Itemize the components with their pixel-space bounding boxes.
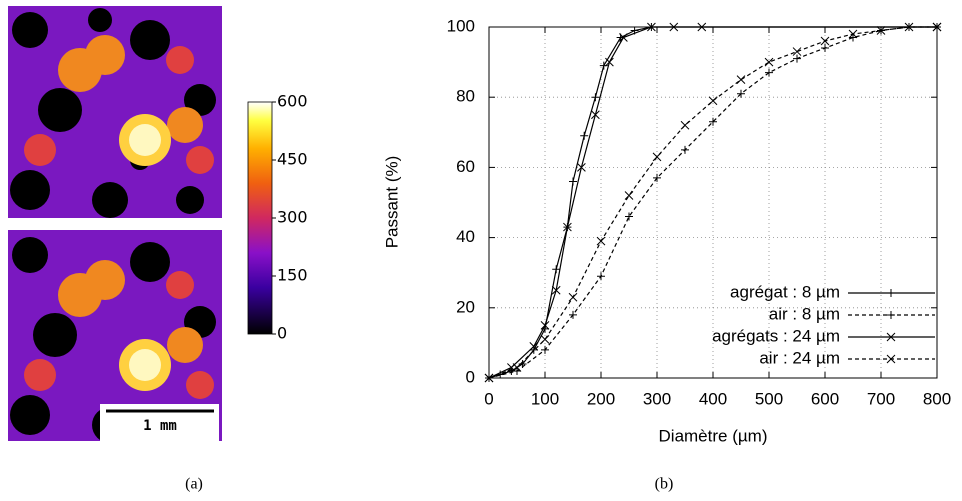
colorbar-tick-label: 0 [277,324,287,343]
image-top [8,6,222,218]
marker [764,57,774,67]
marker [512,363,522,372]
marker [605,57,614,67]
marker [792,47,802,56]
colorbar-tick-label: 300 [277,208,308,227]
marker [765,68,773,77]
legend-label: agrégats : 24 µm [712,326,840,345]
y-tick-label: 40 [456,227,475,246]
marker [669,22,679,32]
marker [541,345,549,354]
marker [591,93,600,102]
legend-marker [887,311,895,319]
marker [904,22,914,32]
x-tick-label: 300 [643,389,671,408]
marker [552,265,561,274]
marker [568,292,578,302]
marker [820,36,830,46]
marker [625,212,633,221]
marker [551,285,561,295]
x-tick-label: 100 [531,389,559,408]
x-tick-label: 800 [923,389,951,408]
marker [793,54,801,63]
marker [599,61,608,70]
marker [513,366,521,375]
marker [569,177,577,186]
marker [569,310,577,319]
legend-label: agrégat : 8 µm [730,282,840,301]
x-tick-label: 400 [699,389,727,408]
colorbar-gradient [247,101,273,335]
x-axis-label: Diamètre (µm) [659,426,768,445]
marker [596,236,606,246]
caption: (b) [655,476,674,493]
x-tick-label: 600 [811,389,839,408]
marker [540,320,550,330]
marker [848,29,858,39]
series-line [488,26,937,379]
marker [577,163,586,172]
marker [529,345,538,354]
marker [736,75,746,85]
marker [737,89,745,98]
y-axis-label: Passant (%) [382,156,401,249]
marker [697,22,707,32]
y-tick-label: 80 [456,87,475,106]
marker [932,22,942,32]
y-tick-label: 60 [456,157,475,176]
colorbar-tick-label: 450 [277,150,308,169]
colorbar-tick-label: 150 [277,266,308,285]
marker [597,272,605,281]
colorbar-tick-label: 600 [277,92,308,111]
marker [680,120,690,130]
plot: Passant (%) Diamètre (µm) 0 20 40 60 80 100 0 1… [382,16,951,445]
marker [876,26,886,35]
marker [708,96,718,106]
y-tick-label: 100 [447,16,475,35]
marker [849,33,857,42]
marker [563,222,572,232]
marker [484,373,494,383]
marker [647,22,656,32]
legend-marker [887,289,895,297]
marker [624,191,634,200]
caption: (a) [185,476,203,493]
colorbar: 0 150 300 450 600 [247,92,308,343]
legend-label: air : 24 µm [759,348,840,367]
y-tick-label: 20 [456,297,475,316]
marker [619,33,628,42]
legend-label: air : 8 µm [769,304,840,323]
marker [540,335,550,344]
x-tick-label: 700 [867,389,895,408]
marker [681,145,689,154]
legend-marker [886,332,896,342]
series-line [488,26,937,379]
marker [653,173,661,182]
marker [652,152,662,162]
x-tick-label: 500 [755,389,783,408]
legend-marker [886,354,896,364]
marker [529,342,539,351]
y-tick-label: 0 [466,367,475,386]
scale-bar-label: 1 mm [143,418,177,434]
x-tick-label: 0 [484,389,493,408]
marker [709,117,717,126]
marker [580,131,589,140]
marker [821,44,829,53]
x-tick-label: 200 [587,389,615,408]
marker [591,110,600,120]
